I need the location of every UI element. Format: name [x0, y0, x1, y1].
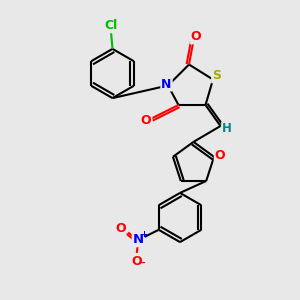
Text: −: −	[138, 257, 146, 268]
Text: H: H	[222, 122, 232, 136]
Text: O: O	[141, 113, 152, 127]
Text: N: N	[133, 233, 144, 246]
Text: O: O	[215, 149, 225, 162]
Text: S: S	[212, 69, 221, 82]
Text: N: N	[161, 77, 172, 91]
Text: +: +	[140, 230, 147, 239]
Text: Cl: Cl	[104, 19, 118, 32]
Text: O: O	[115, 222, 126, 235]
Text: O: O	[131, 255, 142, 268]
Text: O: O	[190, 30, 201, 44]
